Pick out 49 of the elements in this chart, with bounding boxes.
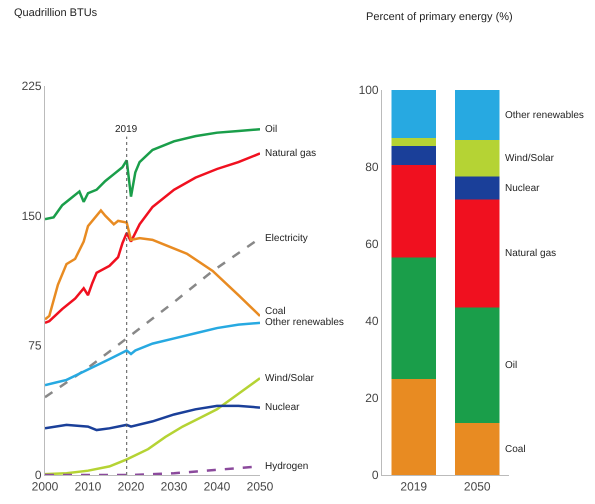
y-tick-label: 20 — [365, 391, 379, 406]
bar — [392, 138, 436, 146]
bar — [455, 140, 500, 177]
bar — [392, 146, 436, 166]
y-tick-label: 225 — [22, 79, 42, 94]
series-label: Coal — [505, 444, 526, 455]
line-series — [45, 322, 260, 386]
x-tick-label: 2020 — [118, 479, 145, 494]
y-tick-label: 100 — [358, 83, 379, 98]
x-tick-label: 2010 — [74, 479, 102, 494]
series-label: Other renewables — [505, 110, 584, 121]
bar — [455, 423, 500, 475]
y-tick-label: 0 — [372, 468, 379, 482]
line-series — [45, 209, 260, 321]
bar — [392, 90, 436, 138]
x-tick-label: 2030 — [160, 479, 188, 494]
bar — [455, 176, 500, 200]
series-label: Other renewables — [265, 317, 344, 328]
bar — [455, 308, 500, 424]
y-tick-label: 150 — [22, 208, 42, 223]
x-tick-label: 2019 — [400, 479, 428, 494]
series-label: Electricity — [265, 233, 308, 244]
series-label: Nuclear — [505, 183, 540, 194]
series-label: Oil — [505, 360, 518, 371]
y-tick-label: 80 — [365, 160, 379, 174]
series-label: Wind/Solar — [265, 373, 315, 384]
y-tick-label: 60 — [365, 237, 379, 252]
bar — [392, 165, 436, 258]
series-label: Coal — [265, 306, 286, 317]
x-tick-label: 2050 — [464, 479, 491, 494]
x-tick-label: 2040 — [204, 479, 231, 494]
y-tick-label: 75 — [28, 338, 42, 353]
series-label: Oil — [265, 124, 278, 135]
y-tick-label: 40 — [365, 314, 379, 328]
line-series — [45, 152, 260, 324]
series-label: Natural gas — [265, 148, 316, 159]
bar — [392, 257, 436, 379]
series-label: Natural gas — [505, 248, 556, 259]
y-axis-title: Percent of primary energy (%) — [366, 11, 513, 23]
x-tick-label: 2050 — [246, 479, 274, 494]
ref-line-label: 2019 — [115, 124, 138, 135]
bar — [455, 90, 500, 140]
y-axis-title: Quadrillion BTUs — [14, 7, 98, 19]
bar — [455, 200, 500, 308]
series-label: Nuclear — [265, 402, 300, 413]
series-label: Wind/Solar — [505, 153, 555, 164]
bar — [392, 378, 436, 475]
line-series — [45, 404, 260, 432]
series-label: Hydrogen — [265, 461, 308, 472]
